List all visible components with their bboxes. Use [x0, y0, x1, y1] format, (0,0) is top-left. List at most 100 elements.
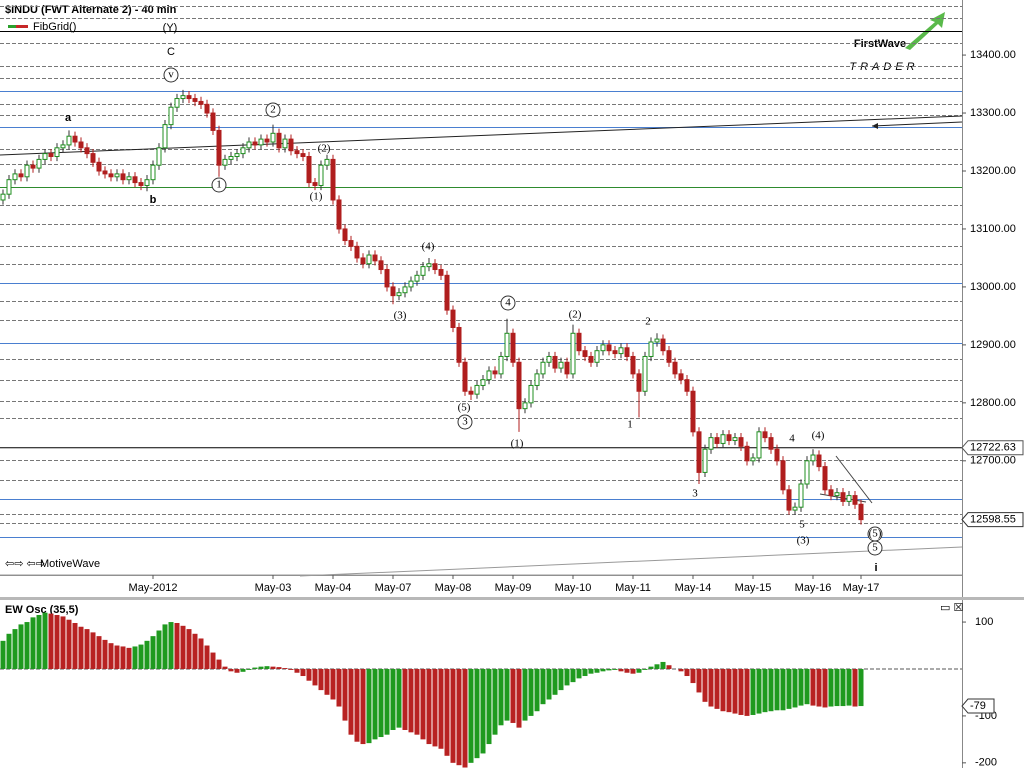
osc-tag-label: -79 — [970, 700, 986, 712]
x-tick-label: May-16 — [795, 582, 832, 594]
osc-bar — [312, 668, 318, 686]
candle-body — [342, 228, 348, 242]
candle-body — [576, 332, 582, 352]
candle-body — [654, 338, 660, 343]
osc-bar — [642, 668, 648, 670]
x-tick-label: May-07 — [375, 582, 412, 594]
osc-bar — [456, 668, 462, 766]
osc-bar — [378, 668, 384, 738]
osc-bar — [576, 668, 582, 679]
osc-bar — [444, 668, 450, 756]
osc-bar — [678, 668, 684, 672]
osc-bar — [504, 668, 510, 721]
candle-body — [222, 158, 228, 166]
wave-label: (2) — [569, 309, 582, 321]
osc-bar — [60, 616, 66, 669]
candle-body — [858, 503, 864, 521]
osc-bar — [756, 668, 762, 714]
candle-body — [720, 434, 726, 444]
osc-bar — [306, 668, 312, 681]
candle-body — [828, 489, 834, 497]
candle-body — [240, 147, 246, 155]
wave-label: (4) — [812, 430, 825, 442]
candle-body — [600, 344, 606, 352]
candle-body — [306, 156, 312, 184]
osc-bar — [42, 612, 48, 669]
osc-bar — [852, 668, 858, 707]
candle-body — [438, 269, 444, 276]
candle-body — [132, 176, 138, 184]
candle-body — [750, 457, 756, 462]
wave-label: (2) — [318, 143, 331, 155]
osc-bar — [708, 668, 714, 707]
osc-bar — [534, 668, 540, 712]
osc-bar — [450, 668, 456, 763]
candle-body — [12, 173, 18, 181]
candle-body — [348, 240, 354, 247]
candle-body — [216, 129, 222, 166]
osc-bar — [258, 666, 264, 669]
candle-body — [504, 332, 510, 357]
candle-body — [690, 390, 696, 433]
candle-body — [534, 373, 540, 386]
osc-bar — [846, 668, 852, 706]
candle-body — [354, 245, 360, 259]
osc-bar — [798, 668, 804, 706]
osc-bar — [90, 632, 96, 669]
candle-body — [834, 492, 840, 497]
osc-bar — [828, 668, 834, 707]
osc-bar — [216, 659, 222, 669]
osc-bar — [858, 668, 864, 707]
trend-line — [299, 546, 963, 577]
annotation-circle — [457, 414, 473, 430]
price-tag — [961, 512, 1024, 528]
osc-bar — [102, 639, 108, 669]
y-tick-label: 12900.00 — [970, 339, 1016, 351]
candle-body — [402, 286, 408, 294]
nav-icons[interactable]: ⇦⇨ ⇦⇨ — [5, 558, 45, 570]
osc-bar — [336, 668, 342, 707]
candle-body — [444, 274, 450, 311]
candle-body — [138, 182, 144, 186]
osc-bar — [96, 636, 102, 669]
x-tick-label: May-15 — [735, 582, 772, 594]
candle-body — [120, 173, 126, 181]
candle-body — [78, 141, 84, 149]
candle-body — [612, 350, 618, 355]
candle-body — [840, 492, 846, 502]
candle-body — [852, 495, 858, 505]
candle-body — [588, 355, 594, 363]
wave-label: (4) — [422, 241, 435, 253]
indicator-label: FibGrid() — [33, 21, 76, 33]
osc-bar — [294, 668, 300, 673]
candle-body — [726, 434, 732, 442]
wave-label: 1 — [627, 419, 633, 431]
candle-body — [408, 280, 414, 288]
osc-bar — [744, 668, 750, 716]
candle-body — [336, 199, 342, 230]
candle-body — [666, 350, 672, 363]
candle-body — [234, 153, 240, 158]
wave-label: 3 — [462, 416, 468, 428]
panel-controls[interactable]: ▭ ☒ — [940, 602, 963, 614]
osc-bar — [288, 668, 294, 670]
wave-label: (5) — [869, 528, 882, 540]
candle-body — [312, 182, 318, 186]
osc-bar — [78, 626, 84, 669]
candle-body — [246, 141, 252, 149]
candle-body — [636, 373, 642, 392]
osc-bar — [792, 668, 798, 708]
y-tick-label: 13100.00 — [970, 223, 1016, 235]
candle-body — [570, 332, 576, 375]
candle-body — [24, 164, 30, 178]
osc-bar — [726, 668, 732, 713]
candle-body — [630, 355, 636, 375]
osc-bar — [192, 633, 198, 669]
wave-label: 3 — [692, 488, 698, 500]
osc-bar — [372, 668, 378, 740]
y-tick-label: 13400.00 — [970, 49, 1016, 61]
osc-bar — [426, 668, 432, 745]
osc-bar — [660, 661, 666, 669]
